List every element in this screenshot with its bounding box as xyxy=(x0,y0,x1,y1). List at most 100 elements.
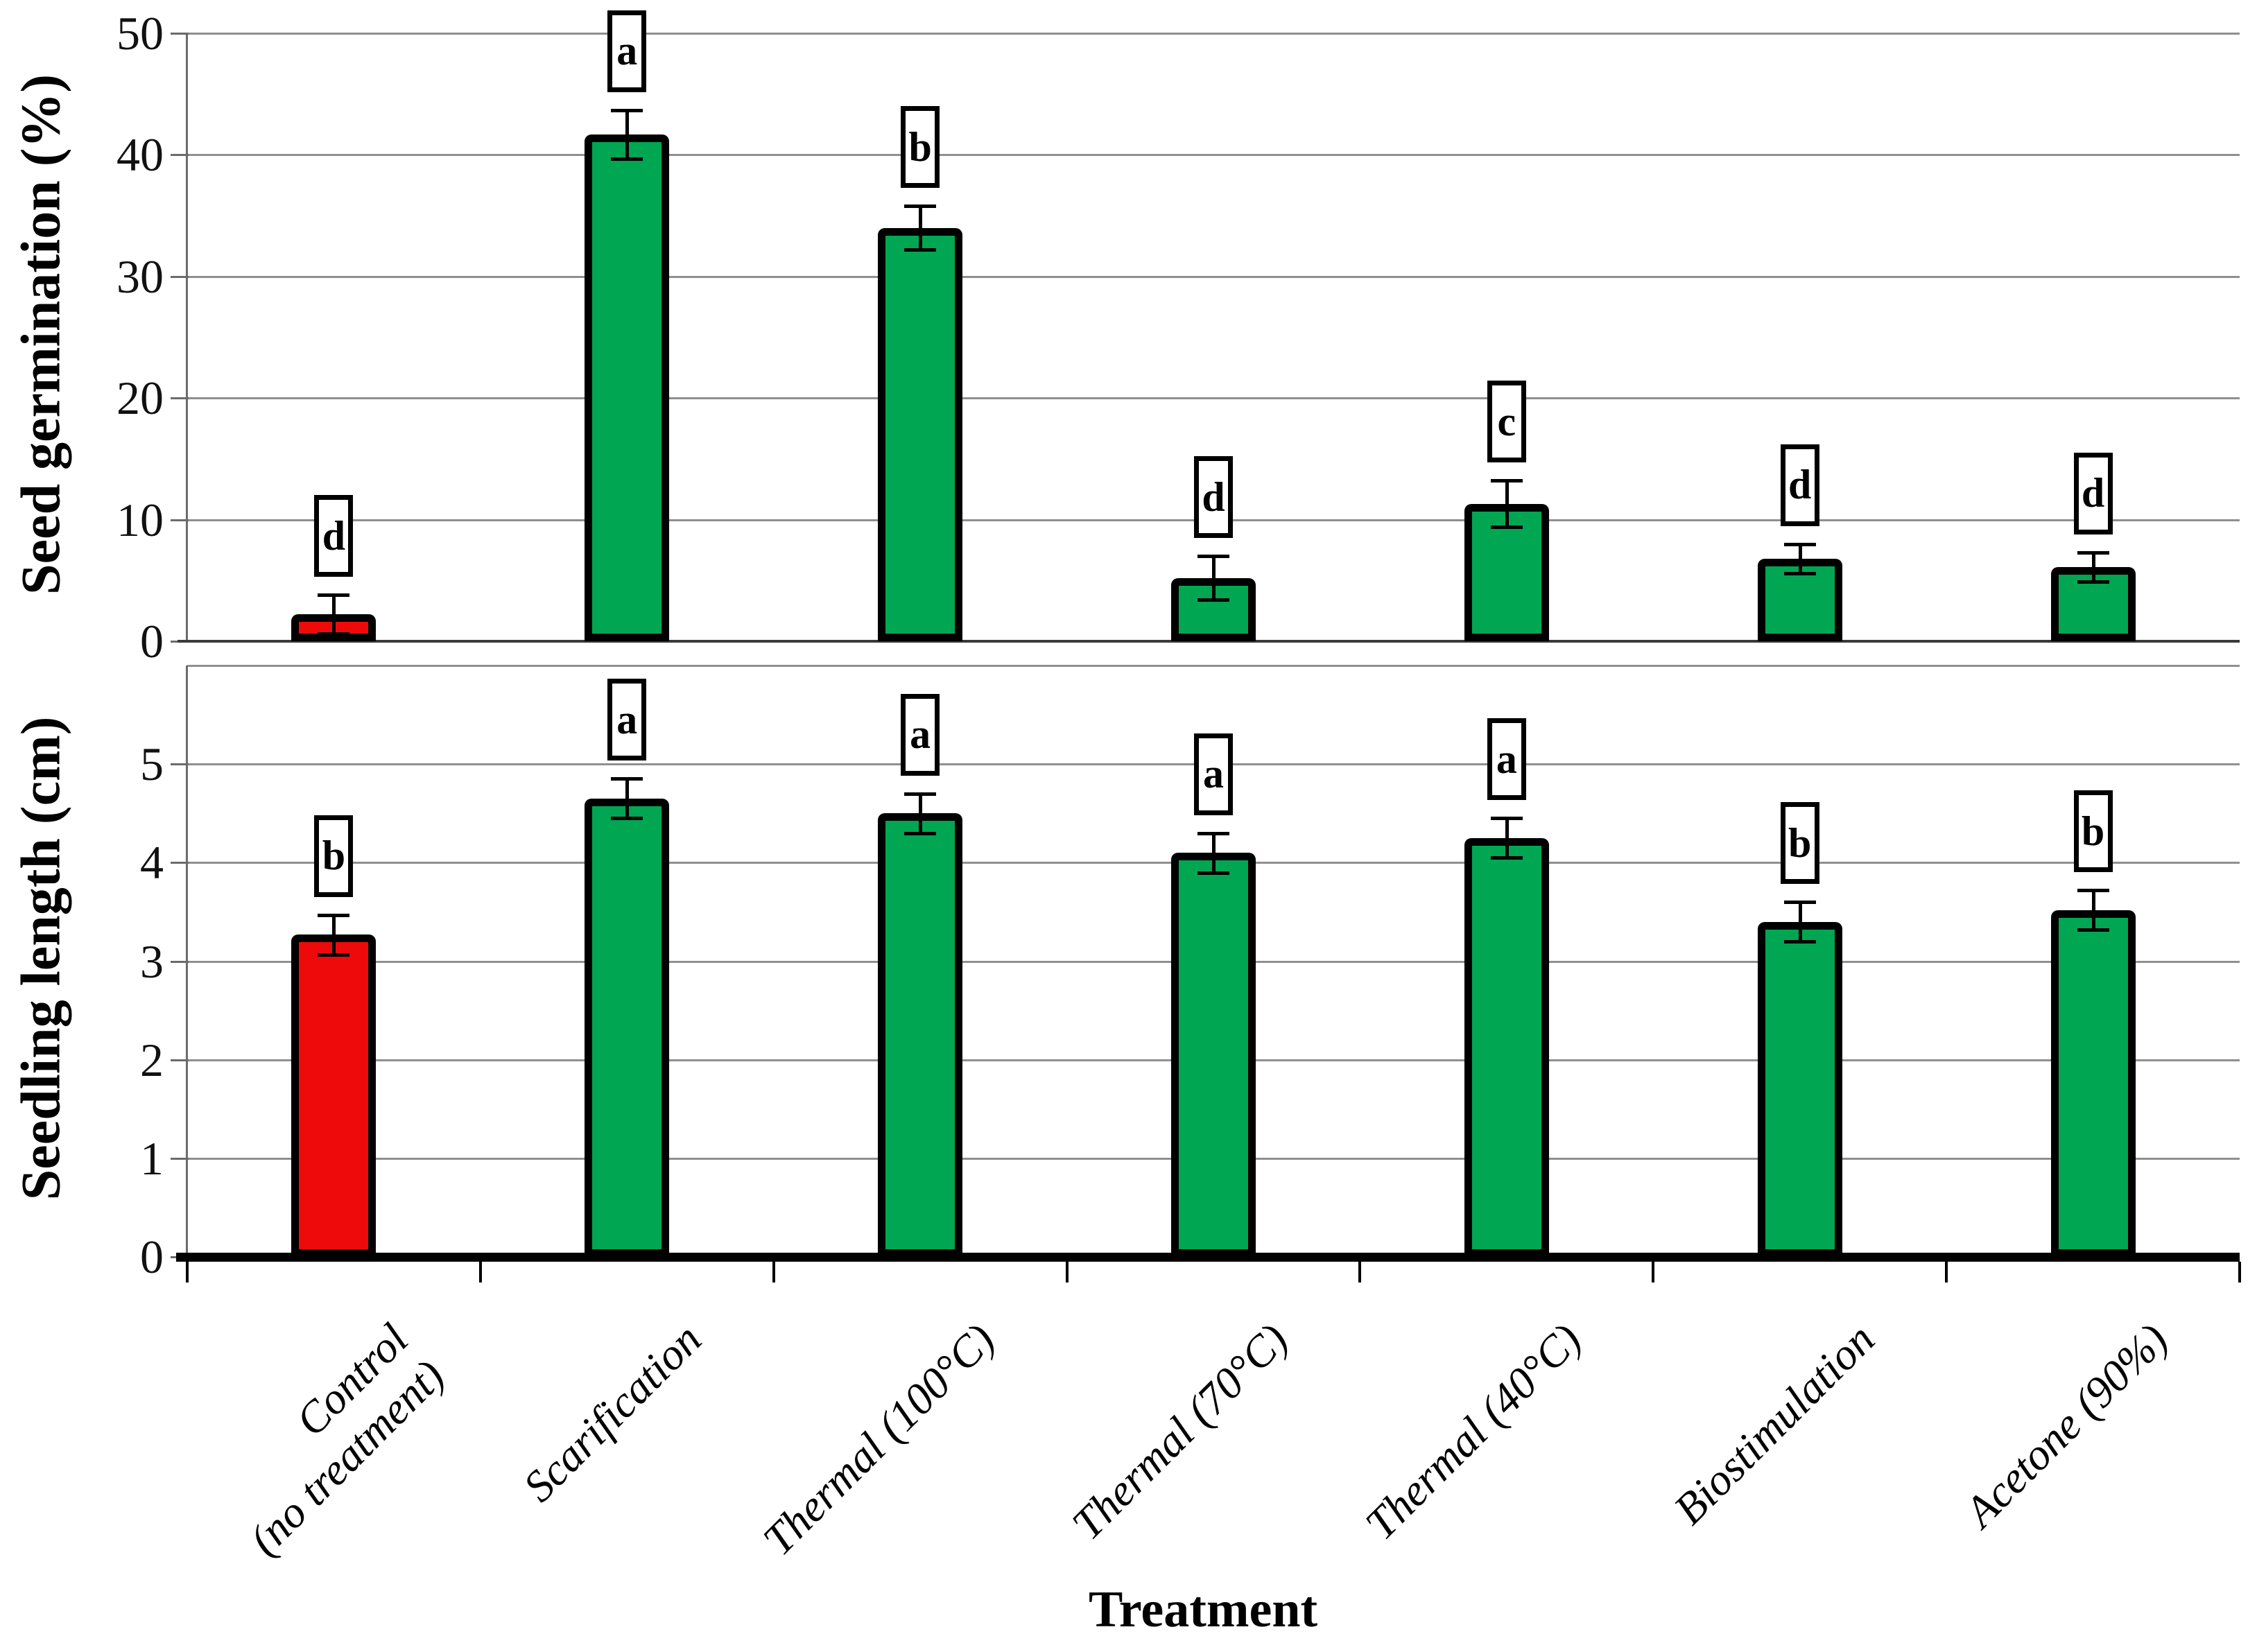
error-bar-stem xyxy=(2091,890,2095,930)
x-axis-tick xyxy=(1065,1262,1069,1283)
y-axis-tick xyxy=(171,397,189,400)
gridline xyxy=(187,397,2240,400)
y-tick-label: 10 xyxy=(116,493,164,546)
y-tick-label: 2 xyxy=(140,1033,164,1086)
error-bar-cap-bottom xyxy=(1490,856,1523,860)
y-tick-label: 4 xyxy=(140,836,164,889)
error-bar-stem xyxy=(625,779,630,819)
y-axis-tick xyxy=(171,862,189,864)
error-bar-stem xyxy=(1212,833,1216,873)
y-axis-tick xyxy=(171,1059,189,1061)
category-label: Thermal (100°C) xyxy=(753,1314,1005,1565)
y-tick-label: 30 xyxy=(116,250,164,303)
error-bar-cap-top xyxy=(1783,901,1816,905)
letter-box: b xyxy=(1780,802,1819,885)
x-axis-tick xyxy=(2238,1262,2241,1283)
letter-box: b xyxy=(901,106,940,189)
error-bar-cap-top xyxy=(1783,542,1816,546)
error-bar-stem xyxy=(1798,544,1802,573)
bar-scarification xyxy=(585,798,670,1257)
error-bar-cap-top xyxy=(1197,555,1229,559)
error-bar-cap-top xyxy=(2077,550,2109,555)
error-bar-cap-bottom xyxy=(904,248,937,252)
y-axis-line xyxy=(186,666,188,1258)
x-axis-tick xyxy=(1945,1262,1948,1283)
letter-box: d xyxy=(1194,456,1233,539)
y-tick-label: 20 xyxy=(116,372,164,425)
x-axis-tick xyxy=(1652,1262,1655,1283)
error-bar-cap-bottom xyxy=(318,632,350,636)
y-tick-label: 50 xyxy=(116,7,164,60)
bar-thermal-40-c- xyxy=(1464,837,1549,1257)
y-tick-label: 1 xyxy=(140,1131,164,1185)
y-axis-tick xyxy=(171,275,189,278)
category-label: Biostimulation xyxy=(1663,1314,1884,1534)
letter-box: a xyxy=(607,10,647,92)
x-axis-tick xyxy=(772,1262,775,1283)
error-bar-cap-bottom xyxy=(1783,940,1816,944)
y-axis-tick xyxy=(171,960,189,963)
letter-box: a xyxy=(607,679,647,761)
x-axis-tick xyxy=(186,1262,189,1283)
error-bar-cap-top xyxy=(2077,889,2109,893)
error-bar-stem xyxy=(1798,902,1802,942)
x-axis-tick xyxy=(478,1262,482,1283)
error-bar-cap-bottom xyxy=(904,831,937,835)
error-bar-stem xyxy=(919,206,923,250)
letter-box: d xyxy=(1780,444,1819,526)
plot-top-border xyxy=(187,665,2240,667)
plot-top-border xyxy=(187,33,2240,35)
y-axis-tick xyxy=(171,1157,189,1160)
bar-thermal-70-c- xyxy=(1171,853,1256,1257)
error-bar-cap-bottom xyxy=(1197,598,1229,602)
bar-thermal-100-c- xyxy=(878,813,963,1257)
error-bar-stem xyxy=(332,595,336,634)
error-bar-cap-top xyxy=(611,108,643,112)
y-tick-label: 0 xyxy=(140,1231,164,1283)
error-bar-cap-top xyxy=(904,205,937,209)
gridline xyxy=(187,275,2240,278)
error-bar-stem xyxy=(1505,818,1509,858)
letter-box: d xyxy=(2073,452,2113,534)
letter-box: a xyxy=(1487,718,1526,801)
y-axis-tick xyxy=(171,154,189,157)
x-axis-baseline xyxy=(176,1253,2240,1262)
error-bar-cap-bottom xyxy=(1783,571,1816,575)
letter-box: d xyxy=(314,495,354,577)
y-axis-tick xyxy=(171,33,189,35)
x-axis-baseline xyxy=(178,640,2240,643)
y-axis-line xyxy=(186,33,188,643)
error-bar-cap-top xyxy=(904,792,937,796)
bar-thermal-100-c- xyxy=(878,227,963,641)
bar-acetone-90- xyxy=(2050,910,2136,1257)
error-bar-cap-top xyxy=(318,593,350,598)
error-bar-cap-bottom xyxy=(1490,525,1523,530)
error-bar-cap-top xyxy=(1197,831,1229,835)
letter-box: b xyxy=(314,815,354,897)
error-bar-cap-top xyxy=(1490,817,1523,821)
letter-box: a xyxy=(1194,733,1233,815)
error-bar-cap-top xyxy=(318,913,350,917)
bar-control xyxy=(291,934,377,1257)
error-bar-stem xyxy=(332,914,336,955)
y-axis-tick xyxy=(171,519,189,521)
category-label: Thermal (40°C) xyxy=(1356,1314,1591,1549)
gridline xyxy=(187,154,2240,157)
bar-scarification xyxy=(585,134,670,641)
y-axis-title-germination: Seed germination (%) xyxy=(10,73,72,595)
error-bar-stem xyxy=(1212,556,1216,600)
category-label: Acetone (90%) xyxy=(1955,1314,2177,1537)
x-axis-title: Treatment xyxy=(1089,1581,1318,1638)
y-tick-label: 40 xyxy=(116,128,164,182)
y-tick-label: 3 xyxy=(140,934,164,988)
error-bar-cap-bottom xyxy=(2077,928,2109,932)
letter-box: c xyxy=(1487,381,1526,463)
error-bar-cap-bottom xyxy=(611,157,643,161)
error-bar-stem xyxy=(1505,480,1509,528)
y-axis-tick xyxy=(171,763,189,766)
error-bar-cap-bottom xyxy=(611,817,643,821)
error-bar-cap-bottom xyxy=(318,953,350,957)
letter-box: a xyxy=(901,693,940,776)
error-bar-cap-bottom xyxy=(2077,580,2109,584)
